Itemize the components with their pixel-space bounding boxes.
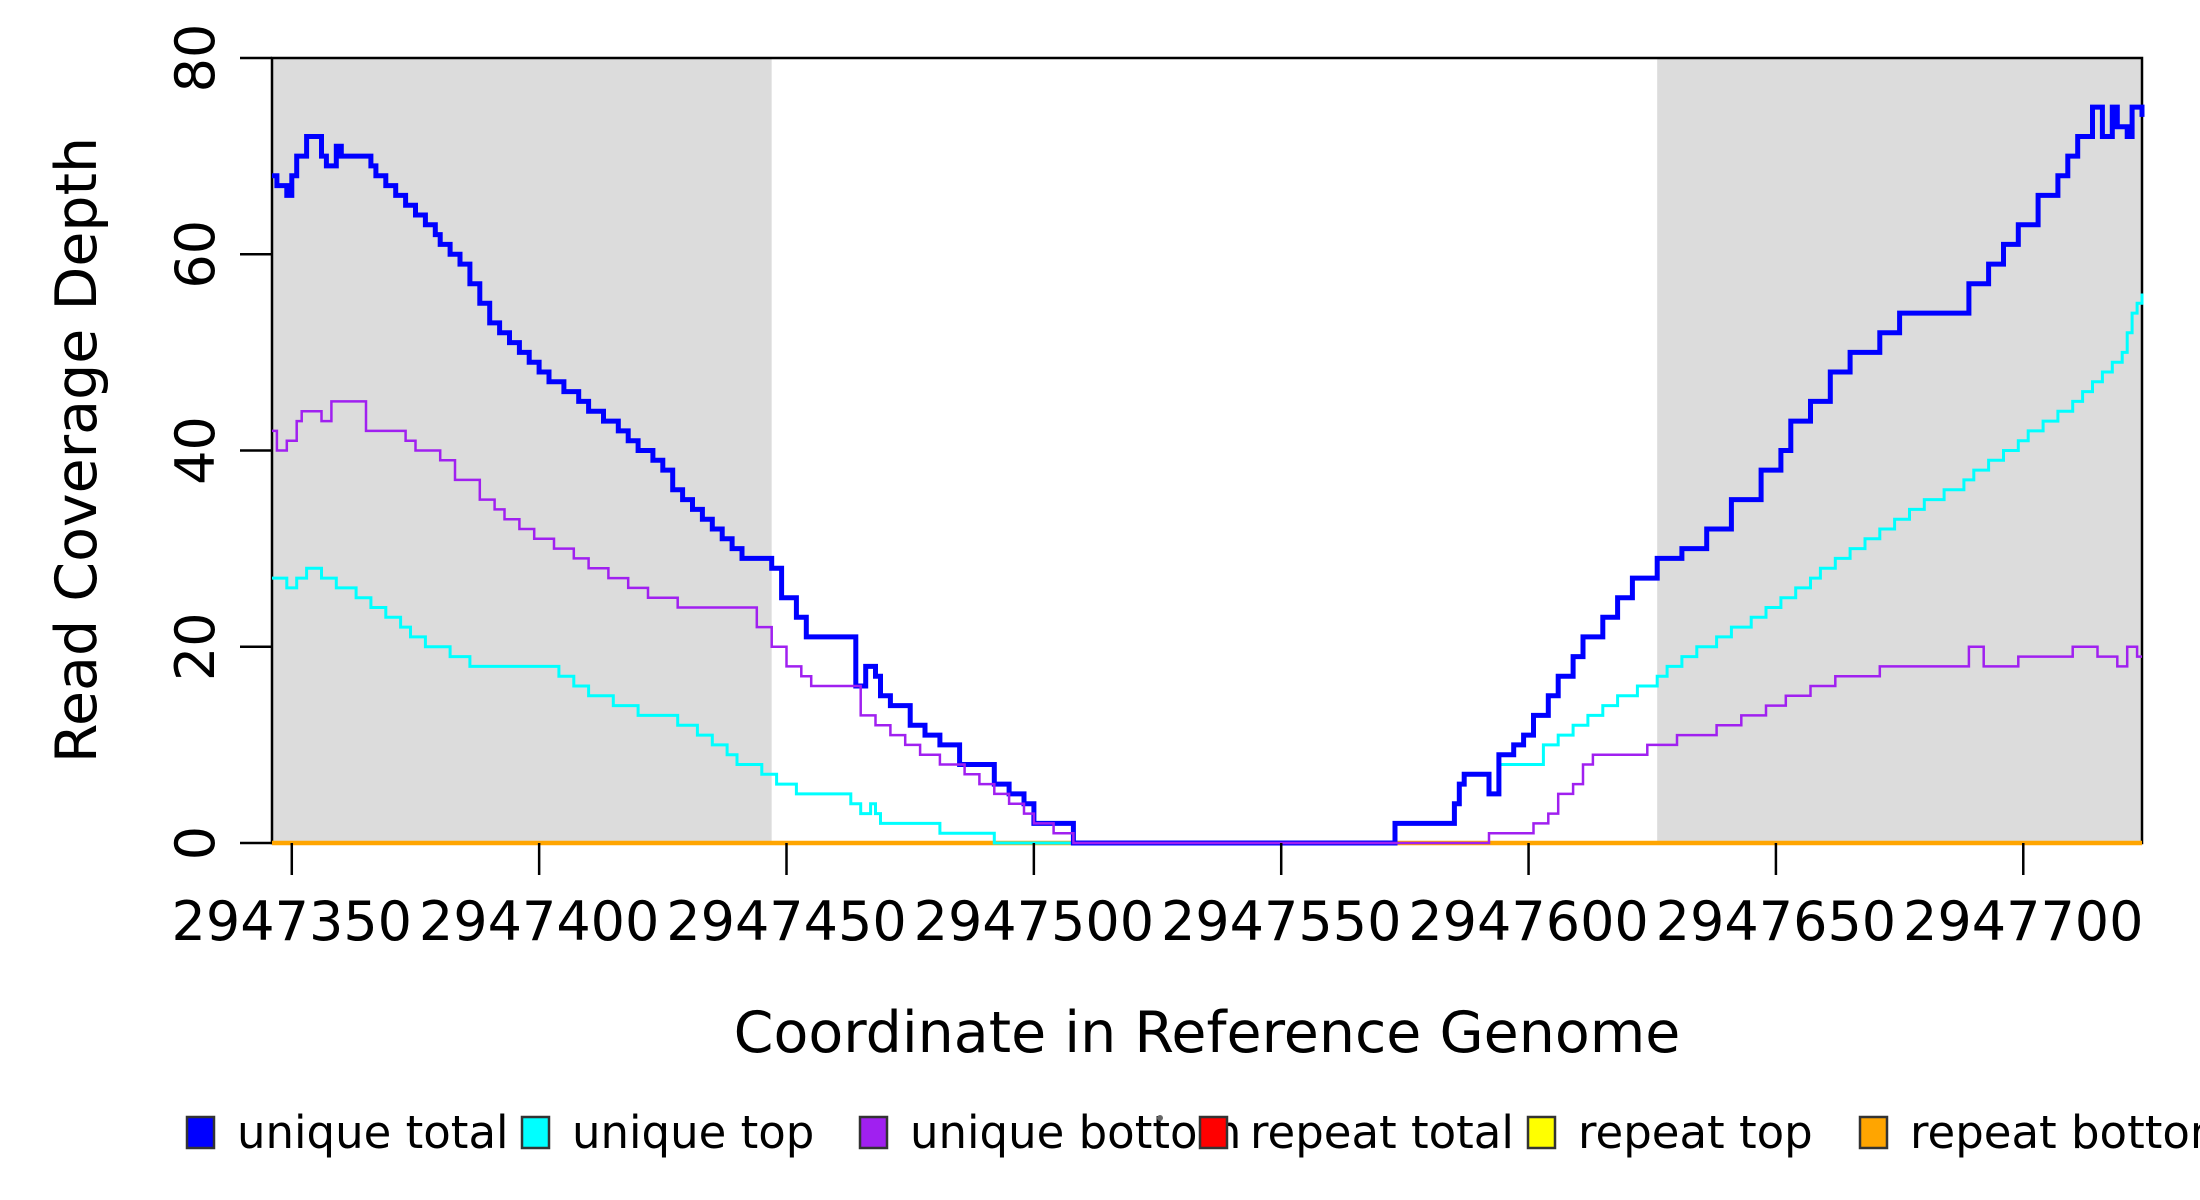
legend-label-unique-top: unique top <box>572 1106 814 1159</box>
legend-label-repeat-total: repeat total <box>1250 1106 1514 1159</box>
legend-swatch-repeat-total <box>1198 1115 1229 1150</box>
shaded-region <box>1657 58 2142 843</box>
y-axis-title: Read Coverage Depth <box>44 137 110 763</box>
axis-ticks-layer: 2947350 2947400 2947450 2947500 2947550 29476… <box>164 24 2144 953</box>
x-tick-label: 2947600 <box>1408 890 1649 953</box>
legend-label-unique-bottom: unique bottom <box>910 1106 1241 1159</box>
shaded-bands-layer <box>272 58 2142 843</box>
x-axis-title: Coordinate in Reference Genome <box>734 1000 1681 1066</box>
y-tick-label: 80 <box>164 24 227 93</box>
legend-swatch-unique-total <box>185 1115 216 1150</box>
y-tick-label: 0 <box>164 826 227 860</box>
x-tick-label: 2947700 <box>1903 890 2144 953</box>
x-tick-label: 2947650 <box>1656 890 1897 953</box>
axis-labels-layer: Coordinate in Reference Genome Read Cove… <box>44 137 1680 1066</box>
y-tick-label: 20 <box>164 612 227 681</box>
legend-label-repeat-bottom: repeat bottom <box>1910 1106 2200 1159</box>
data-series-layer <box>272 104 2145 846</box>
x-tick-label: 2947400 <box>419 890 660 953</box>
legend-swatch-repeat-top <box>1526 1115 1557 1150</box>
x-tick-label: 2947550 <box>1161 890 1402 953</box>
legend-swatch-unique-top <box>520 1115 551 1150</box>
y-tick-label: 40 <box>164 416 227 485</box>
x-tick-label: 2947350 <box>172 890 413 953</box>
shaded-region <box>272 58 772 843</box>
series-line-unique-total <box>272 104 2145 846</box>
legend-label-repeat-top: repeat top <box>1578 1106 1813 1159</box>
stray-dot-artifact <box>1157 1115 1163 1121</box>
legend: unique total unique top unique bottom repea… <box>185 1106 2200 1159</box>
legend-swatch-unique-bottom <box>858 1115 889 1150</box>
legend-swatch-repeat-bottom <box>1858 1115 1889 1150</box>
series-line-unique-bottom <box>272 400 2142 845</box>
x-tick-label: 2947500 <box>914 890 1155 953</box>
series-line-unique-top <box>272 293 2144 845</box>
legend-label-unique-total: unique total <box>237 1106 509 1159</box>
x-tick-label: 2947450 <box>666 890 907 953</box>
y-tick-label: 60 <box>164 220 227 289</box>
